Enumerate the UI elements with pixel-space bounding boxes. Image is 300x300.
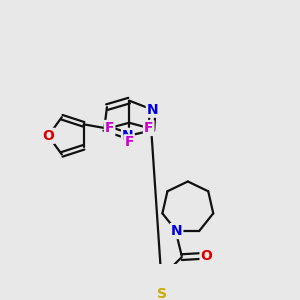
Text: O: O xyxy=(201,249,212,263)
Text: O: O xyxy=(42,129,54,143)
Text: S: S xyxy=(157,287,167,300)
Text: N: N xyxy=(122,129,134,143)
Text: F: F xyxy=(144,121,153,135)
Text: F: F xyxy=(124,135,134,149)
Text: N: N xyxy=(147,103,158,117)
Text: N: N xyxy=(171,224,182,238)
Text: F: F xyxy=(105,121,114,135)
